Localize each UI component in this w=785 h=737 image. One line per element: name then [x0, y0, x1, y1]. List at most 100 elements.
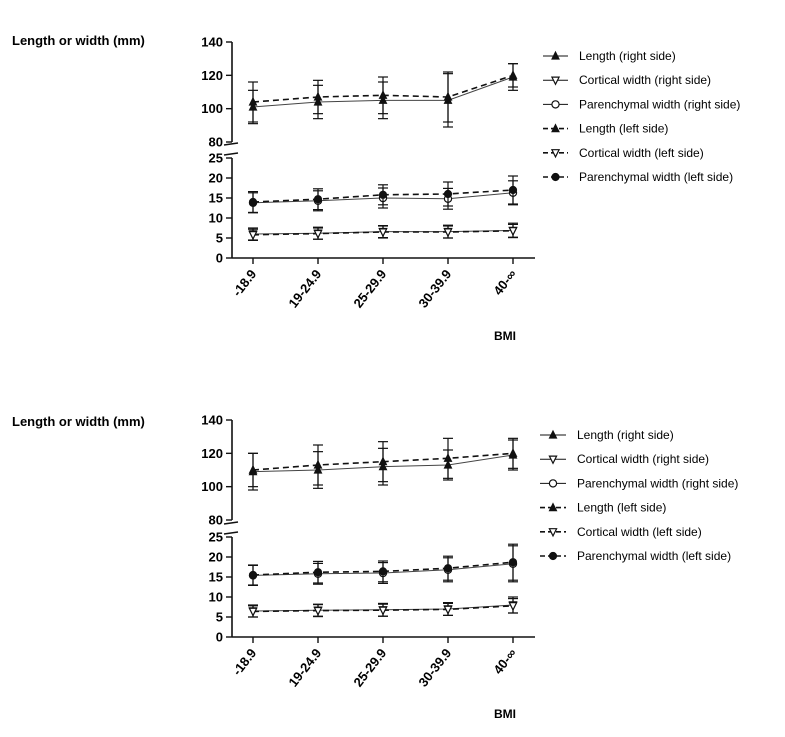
legend-label: Parenchymal width (left side) — [577, 549, 731, 563]
data-point — [248, 607, 258, 617]
data-point — [313, 91, 323, 101]
axis-break-mark — [223, 521, 239, 525]
axis-break-mark — [223, 531, 239, 535]
data-point — [508, 227, 518, 237]
x-tick-label: 40-∞ — [490, 267, 519, 298]
y-tick-label: 120 — [201, 446, 223, 461]
chart-panel-2: Length or width (mm) 80 100 120 140 0 5 10 15 20 2… — [12, 413, 738, 722]
x-axis-label: BMI — [494, 329, 516, 343]
data-point — [248, 197, 258, 207]
y-tick-label: 140 — [201, 413, 223, 428]
legend-label: Cortical width (left side) — [579, 146, 704, 160]
x-tick-label: 19-24.9 — [285, 267, 324, 311]
x-tick-label: 19-24.9 — [285, 646, 324, 690]
y-tick-label: 140 — [201, 35, 223, 50]
legend-label: Parenchymal width (right side) — [577, 476, 738, 490]
data-point — [508, 602, 518, 612]
data-point — [313, 568, 323, 577]
y-tick-label: 0 — [216, 251, 223, 266]
data-point — [378, 456, 388, 466]
y-tick-label: 80 — [209, 135, 223, 150]
legend-label: Cortical width (right side) — [579, 73, 711, 87]
data-point — [508, 185, 518, 195]
y-tick-label: 5 — [216, 231, 223, 246]
series-6: Parenchymal width (left side) — [248, 170, 733, 213]
series-5: Cortical width (left side) — [248, 146, 704, 241]
y-tick-label: 15 — [209, 570, 223, 585]
series-4: Length (left side) — [248, 437, 666, 515]
series-1: Length (right side) — [248, 49, 676, 128]
data-point — [313, 195, 323, 204]
data-point — [508, 448, 518, 457]
x-tick-label: 40-∞ — [490, 646, 519, 677]
series-4: Length (left side) — [248, 63, 668, 136]
legend-marker — [548, 479, 558, 488]
data-point — [378, 606, 388, 616]
y-tick-label: 15 — [209, 191, 223, 206]
data-point — [313, 606, 323, 617]
x-tick-label: 30-39.9 — [415, 646, 454, 690]
data-point — [248, 231, 258, 241]
data-point — [443, 453, 453, 462]
series-5: Cortical width (left side) — [248, 525, 702, 618]
data-point — [378, 190, 388, 199]
x-tick-label: -18.9 — [229, 267, 259, 300]
data-point — [313, 459, 323, 469]
legend-marker — [551, 172, 560, 182]
y-tick-label: 10 — [209, 590, 223, 605]
legend-marker — [548, 502, 558, 512]
data-point — [313, 229, 323, 240]
y-tick-label: 100 — [201, 101, 223, 116]
legend-marker — [548, 455, 558, 465]
data-point — [378, 228, 388, 238]
legend-marker — [551, 123, 560, 133]
x-axis-label: BMI — [494, 707, 516, 721]
legend-label: Parenchymal width (right side) — [579, 97, 740, 111]
data-point — [443, 91, 453, 101]
x-tick-label: 25-29.9 — [350, 646, 389, 690]
x-tick-label: 25-29.9 — [350, 267, 389, 311]
series-6: Parenchymal width (left side) — [248, 543, 731, 586]
y-tick-label: 100 — [201, 479, 223, 494]
y-tick-label: 20 — [209, 171, 223, 186]
y-tick-label: 20 — [209, 550, 223, 565]
axis-break-mark — [223, 152, 239, 156]
data-point — [378, 90, 388, 99]
legend-label: Parenchymal width (left side) — [579, 170, 733, 184]
data-point — [443, 228, 453, 238]
y-tick-label: 0 — [216, 630, 223, 645]
y-axis-label: Length or width (mm) — [12, 414, 145, 429]
data-point — [508, 558, 518, 567]
data-point — [443, 564, 453, 573]
chart-panel-1: Length or width (mm) 80 100 120 140 0 5 10 15 20 2… — [12, 33, 740, 343]
legend-label: Length (left side) — [579, 122, 668, 136]
legend-marker — [548, 429, 558, 439]
legend-label: Length (left side) — [577, 501, 666, 515]
legend-marker — [548, 551, 558, 561]
legend-marker — [551, 50, 560, 60]
y-tick-label: 5 — [216, 610, 223, 625]
data-point — [508, 70, 518, 79]
legend-marker — [551, 100, 560, 109]
axis-break-mark — [223, 142, 239, 146]
data-point — [248, 96, 258, 106]
y-axis-label: Length or width (mm) — [12, 33, 145, 48]
data-point — [248, 570, 258, 580]
data-point — [248, 464, 258, 474]
x-tick-label: -18.9 — [229, 646, 259, 679]
data-point — [378, 567, 388, 576]
y-tick-label: 25 — [209, 530, 223, 545]
legend-label: Length (right side) — [579, 49, 676, 63]
legend-marker — [550, 149, 561, 159]
legend-marker — [550, 76, 561, 86]
legend-label: Cortical width (left side) — [577, 525, 702, 539]
legend-label: Length (right side) — [577, 428, 674, 442]
y-tick-label: 10 — [209, 211, 223, 226]
x-tick-label: 30-39.9 — [415, 267, 454, 311]
data-point — [443, 605, 453, 615]
y-tick-label: 120 — [201, 68, 223, 83]
y-tick-label: 80 — [209, 513, 223, 528]
legend-marker — [548, 528, 558, 538]
data-point — [443, 189, 453, 199]
